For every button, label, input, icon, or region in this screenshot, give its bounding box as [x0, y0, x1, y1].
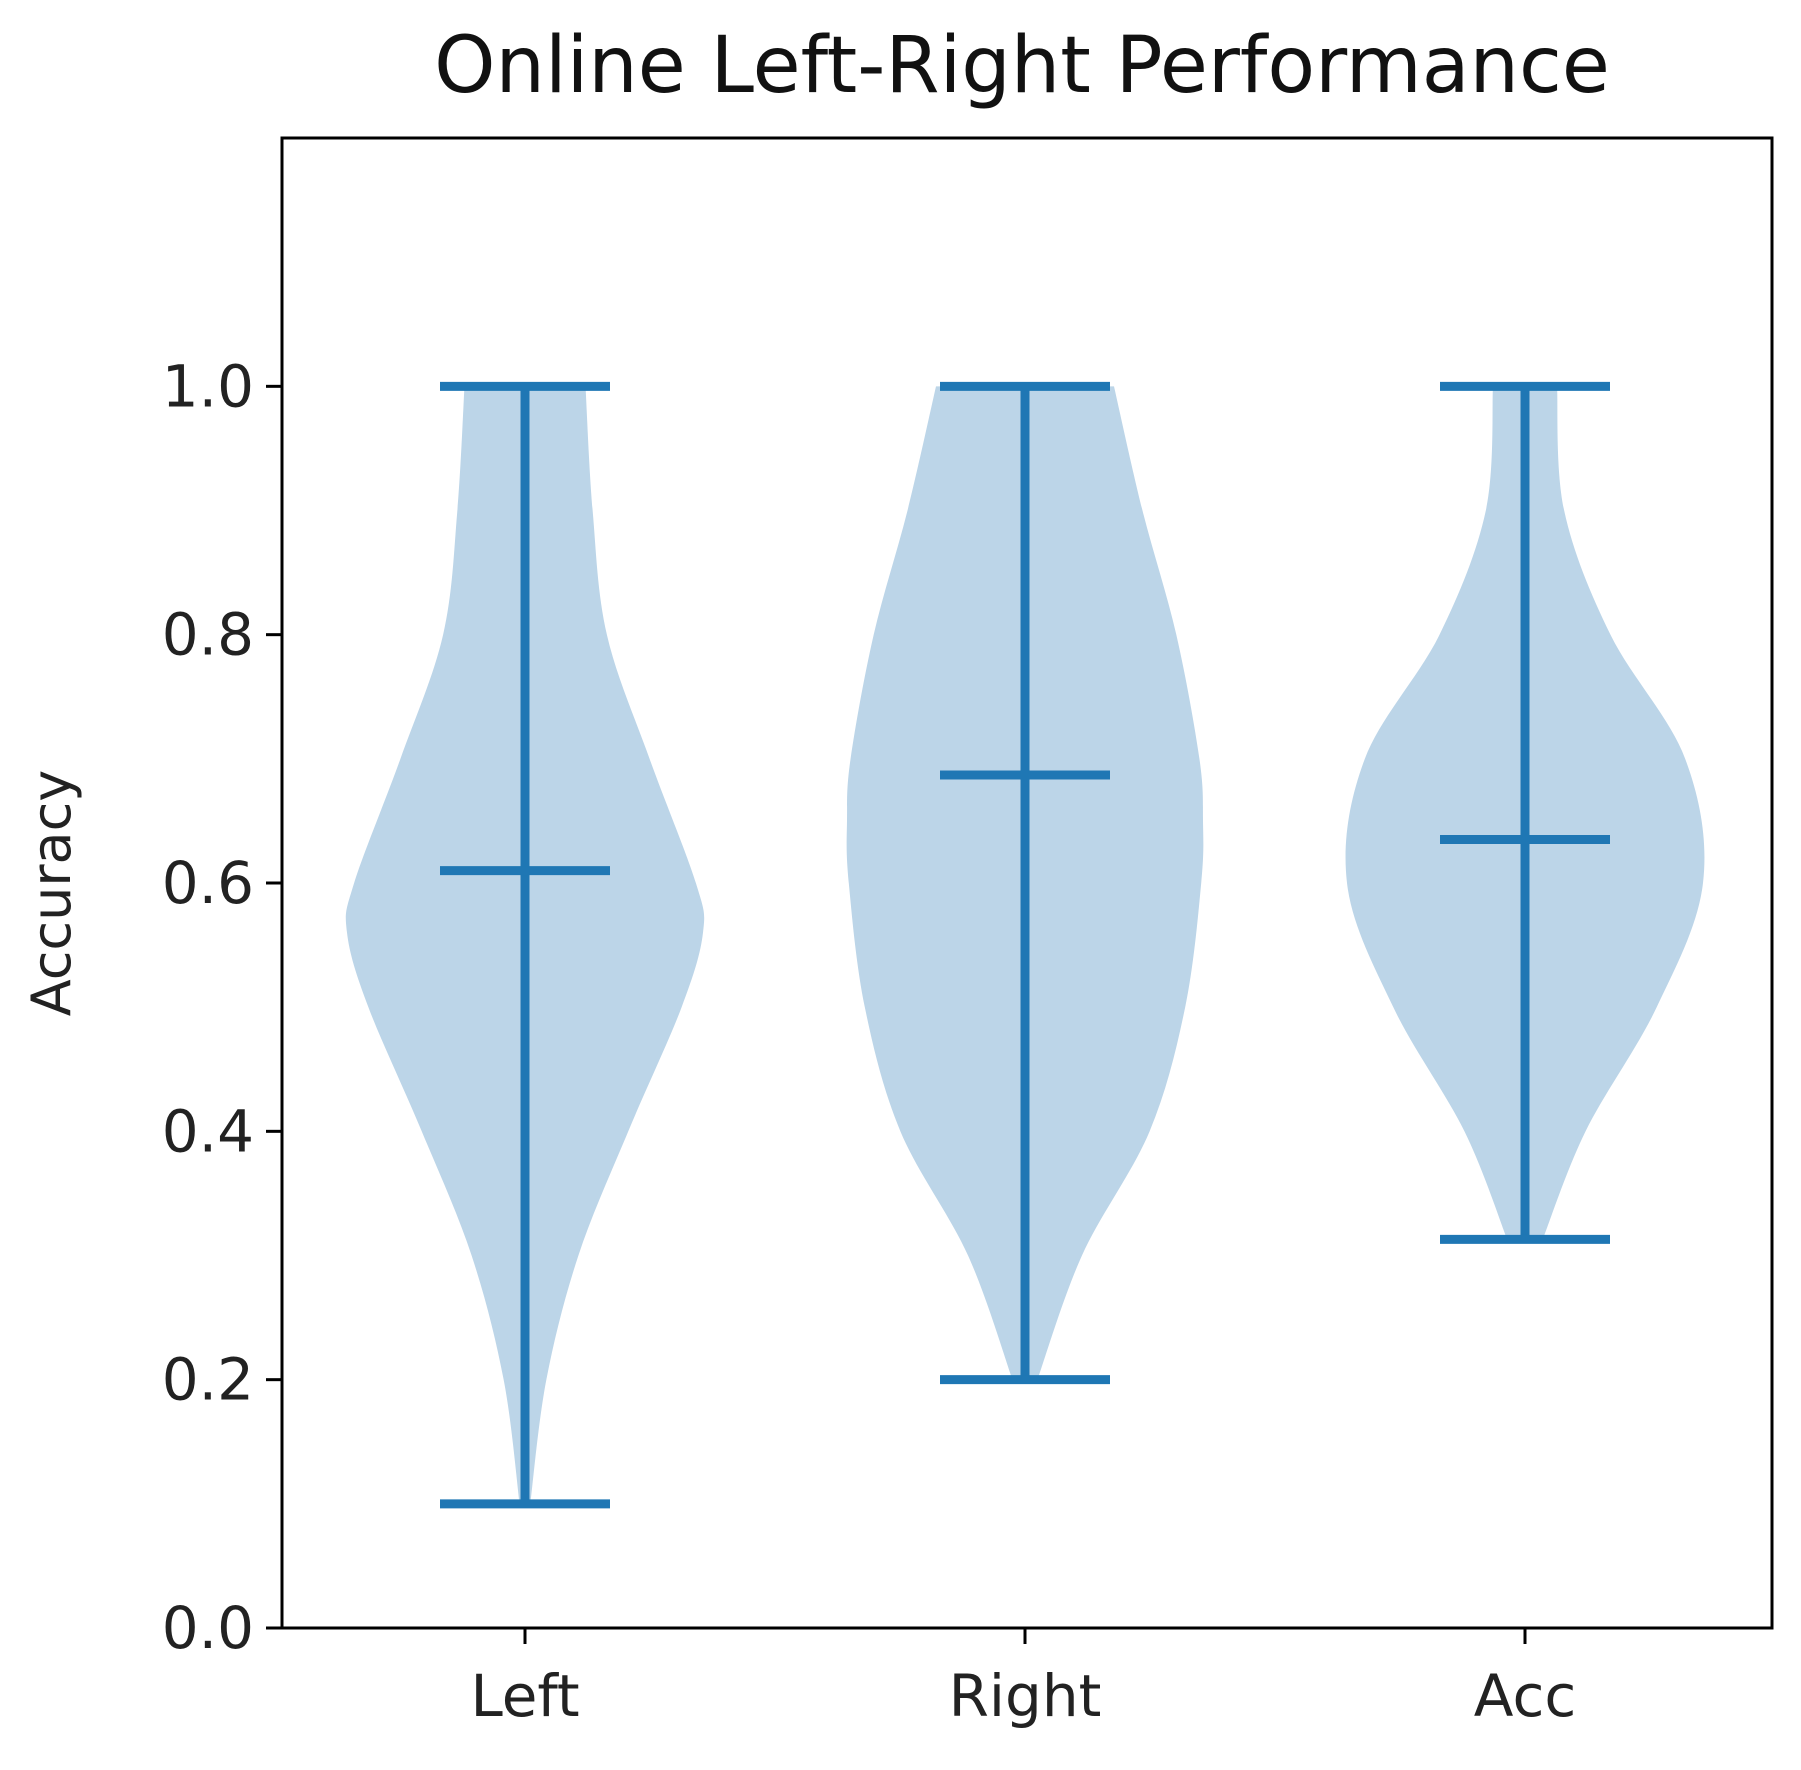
- chart-title: Online Left-Right Performance: [434, 21, 1610, 111]
- y-tick-label: 0.4: [162, 1097, 254, 1165]
- violin-stat-lines: [440, 381, 1610, 1509]
- y-tick-label: 0.8: [162, 601, 254, 669]
- x-tick-label: Acc: [1474, 1662, 1576, 1730]
- y-tick-label: 0.0: [162, 1594, 254, 1662]
- y-axis: 0.0 0.2 0.4 0.6 0.8 1.0: [162, 352, 282, 1662]
- x-axis: Left Right Acc: [470, 1628, 1576, 1730]
- y-tick-label: 0.6: [162, 849, 254, 917]
- x-tick-label: Left: [470, 1662, 579, 1730]
- x-tick-label: Right: [949, 1662, 1102, 1730]
- y-tick-label: 1.0: [162, 352, 254, 420]
- y-axis-label: Accuracy: [20, 770, 83, 1017]
- y-tick-label: 0.2: [162, 1346, 254, 1414]
